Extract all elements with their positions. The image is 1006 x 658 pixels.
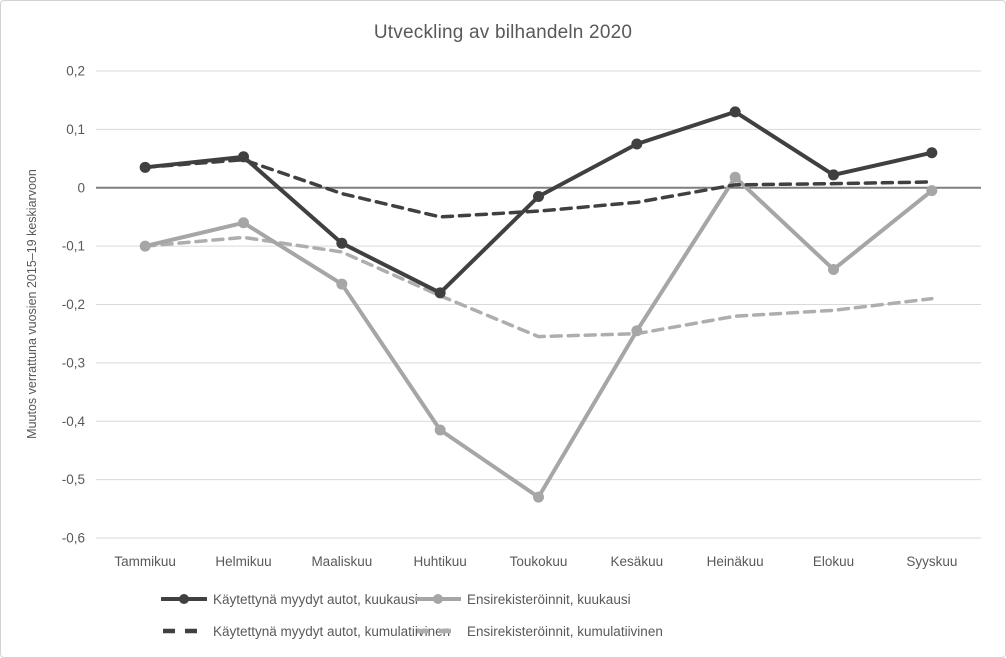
x-tick-label: Huhtikuu [414,554,467,569]
data-point [729,171,741,183]
legend-swatch-dashed-gray [417,628,460,634]
legend-item-firstreg-monthly: Ensirekisteröinnit, kuukausi [415,591,631,607]
data-point [238,217,249,229]
x-tick-label: Helmikuu [215,554,271,569]
legend-label: Käytettynä myydyt autot, kuukausi [213,591,418,607]
data-point [434,424,446,436]
chart-title: Utveckling av bilhandeln 2020 [373,22,633,43]
x-tick-label: Heinäkuu [707,554,764,569]
x-tick-label: Toukokuu [510,554,568,569]
legend-swatch-dashed-dark [163,628,206,634]
y-tick-label: 0,1 [66,122,85,137]
data-point [139,240,151,252]
x-tick-label: Elokuu [813,554,854,569]
y-tick-label: -0,6 [62,531,85,546]
data-point [631,325,643,337]
legend-label: Ensirekisteröinnit, kumulatiivinen [467,623,663,639]
data-point [828,169,839,181]
data-point [926,185,938,197]
y-tick-label: -0,5 [62,472,85,487]
x-tick-label: Syyskuu [906,554,957,569]
data-point [533,191,544,203]
series-line-3 [143,235,934,339]
legend-swatch-solid-dark [161,594,207,604]
y-tick-label: -0,1 [62,239,85,254]
legend-item-firstreg-cumulative: Ensirekisteröinnit, kumulatiivinen [415,623,663,639]
data-point [631,138,643,150]
legend-label: Käytettynä myydyt autot, kumulatiivinen [213,623,451,639]
legend-item-used-monthly: Käytettynä myydyt autot, kuukausi [161,591,418,607]
y-tick-label: -0,3 [62,355,85,370]
series-line-2 [143,157,934,219]
data-point [828,263,839,275]
legend-label: Ensirekisteröinnit, kuukausi [467,591,631,607]
data-point [533,491,544,503]
data-point [336,278,348,290]
y-tick-label: -0,4 [62,414,86,429]
series-line-0 [143,109,934,295]
x-tick-label: Kesäkuu [611,554,664,569]
y-tick-label: 0 [77,180,85,195]
x-tick-label: Tammikuu [114,554,176,569]
x-tick-label: Maaliskuu [311,554,372,569]
data-point [434,287,446,299]
y-tick-label: -0,2 [62,297,85,312]
y-tick-label: 0,2 [66,64,85,79]
data-point [336,237,348,249]
data-point [926,147,938,159]
legend-swatch-solid-gray [415,594,461,604]
data-point [729,106,741,118]
legend-item-used-cumulative: Käytettynä myydyt autot, kumulatiivinen [161,623,450,639]
